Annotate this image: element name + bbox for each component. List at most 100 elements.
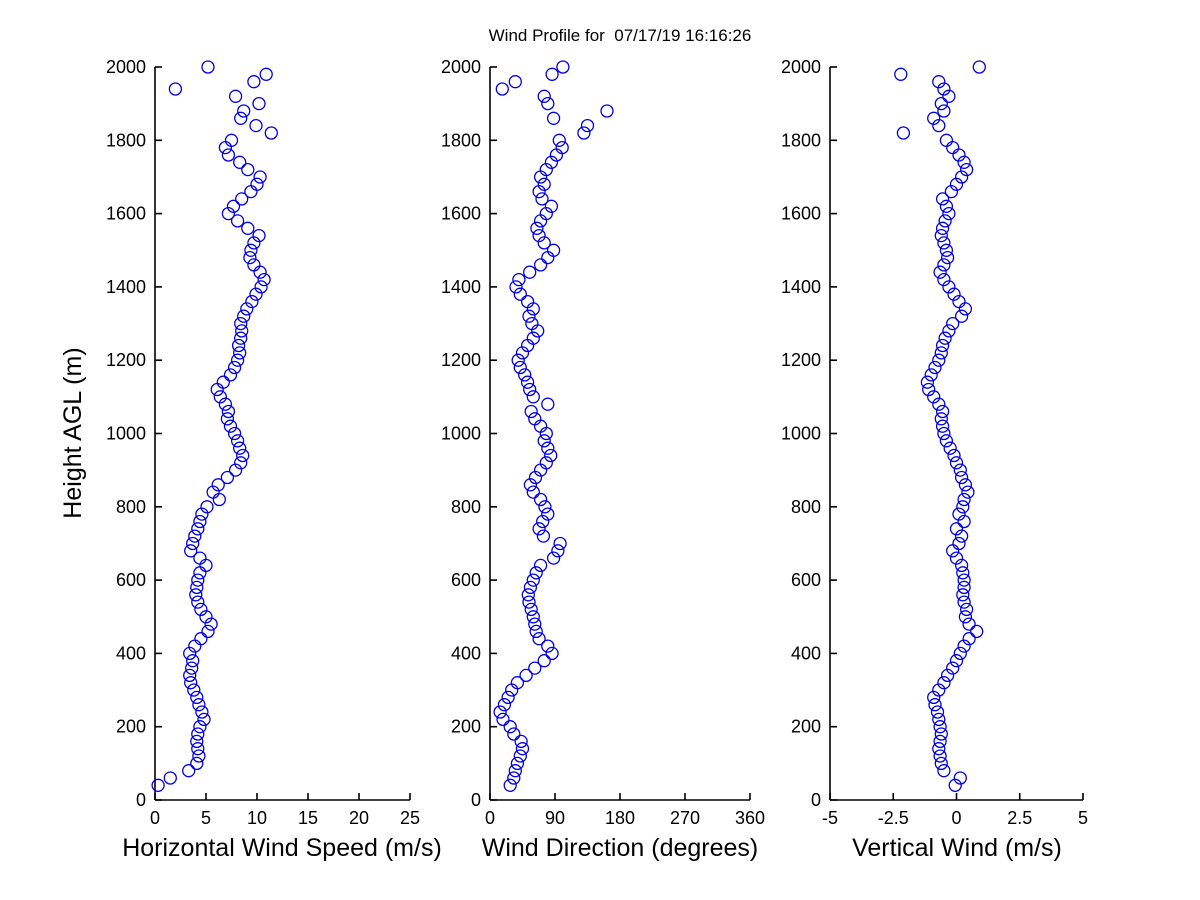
data-point	[970, 624, 984, 639]
data-point	[522, 595, 536, 609]
data-point	[956, 500, 970, 514]
data-point	[932, 742, 946, 756]
data-point	[546, 243, 561, 257]
y-tick-label: 600	[451, 570, 481, 590]
data-point	[928, 360, 942, 375]
data-point	[944, 184, 959, 199]
data-point	[191, 522, 205, 536]
data-point	[234, 316, 248, 331]
data-point	[521, 588, 535, 602]
data-point	[927, 390, 941, 404]
data-point	[956, 566, 970, 580]
data-point	[939, 133, 954, 147]
data-point	[244, 243, 258, 257]
data-point	[934, 228, 948, 243]
data-point	[942, 206, 956, 221]
data-point	[532, 228, 546, 243]
data-point	[191, 742, 205, 756]
data-point	[227, 426, 242, 441]
x-tick-label: 2.5	[1007, 808, 1032, 828]
data-point	[555, 140, 569, 155]
data-point	[541, 639, 555, 653]
y-axis-label: Height AGL (m)	[59, 347, 87, 519]
data-point	[189, 588, 203, 602]
data-point	[533, 258, 548, 272]
data-point	[935, 338, 950, 353]
data-point	[234, 331, 248, 345]
data-point	[223, 368, 238, 382]
y-tick-label: 800	[116, 497, 146, 517]
data-point	[264, 126, 278, 140]
data-point	[190, 580, 204, 595]
x-tick-label: 360	[735, 808, 765, 828]
y-tick-label: 1800	[441, 130, 481, 150]
data-point	[495, 82, 509, 96]
data-point	[252, 228, 266, 243]
data-point	[942, 324, 956, 338]
data-point	[953, 771, 967, 785]
data-point	[193, 551, 207, 565]
data-point	[524, 602, 538, 617]
data-point	[935, 419, 950, 433]
data-point	[959, 162, 974, 177]
data-point	[210, 382, 224, 397]
subplot-2: 0 200 400 600 800 1000 1200 1400 1600 1800 2000 -5 -…	[781, 57, 1088, 828]
data-point	[541, 441, 555, 455]
data-point	[194, 632, 208, 646]
y-tick-label: 2000	[106, 57, 146, 77]
data-point	[537, 434, 551, 448]
y-tick-label: 1200	[106, 350, 146, 370]
data-point	[228, 463, 243, 477]
data-point	[535, 192, 549, 206]
data-point	[942, 280, 956, 294]
data-point	[533, 492, 548, 507]
data-point	[948, 778, 962, 792]
data-point	[252, 96, 266, 111]
data-point	[257, 272, 271, 287]
data-point	[221, 404, 236, 419]
data-point	[949, 551, 964, 565]
data-point	[947, 287, 961, 301]
data-point	[940, 668, 955, 683]
data-point	[934, 96, 948, 111]
data-point	[546, 551, 561, 565]
data-point	[934, 412, 948, 426]
data-point	[537, 236, 551, 250]
data-point	[514, 734, 528, 749]
data-point	[191, 595, 205, 609]
data-point	[949, 177, 964, 191]
y-tick-label: 400	[791, 643, 821, 663]
data-point	[935, 221, 950, 235]
data-point	[957, 595, 971, 609]
data-point	[953, 646, 967, 661]
data-point	[493, 705, 507, 719]
data-point	[949, 456, 964, 470]
data-point	[231, 338, 246, 353]
data-point	[497, 698, 512, 712]
y-tick-label: 200	[451, 717, 481, 737]
data-point	[253, 265, 267, 279]
data-point	[958, 610, 973, 624]
data-point	[932, 118, 946, 133]
data-point	[930, 705, 945, 719]
data-point	[501, 690, 515, 705]
data-point	[228, 89, 243, 103]
data-point	[186, 536, 200, 551]
y-tick-label: 400	[451, 643, 481, 663]
data-point	[227, 360, 242, 375]
data-point	[938, 214, 952, 228]
data-point	[526, 331, 540, 345]
data-point	[192, 698, 206, 712]
data-point	[187, 683, 201, 697]
data-point	[195, 705, 209, 719]
data-point	[185, 661, 199, 675]
data-point	[957, 639, 971, 653]
data-point	[513, 749, 527, 763]
data-point	[518, 368, 532, 382]
data-point	[934, 727, 948, 741]
data-point	[221, 148, 236, 162]
data-point	[545, 67, 559, 81]
data-point	[937, 104, 951, 118]
data-point	[546, 111, 561, 125]
